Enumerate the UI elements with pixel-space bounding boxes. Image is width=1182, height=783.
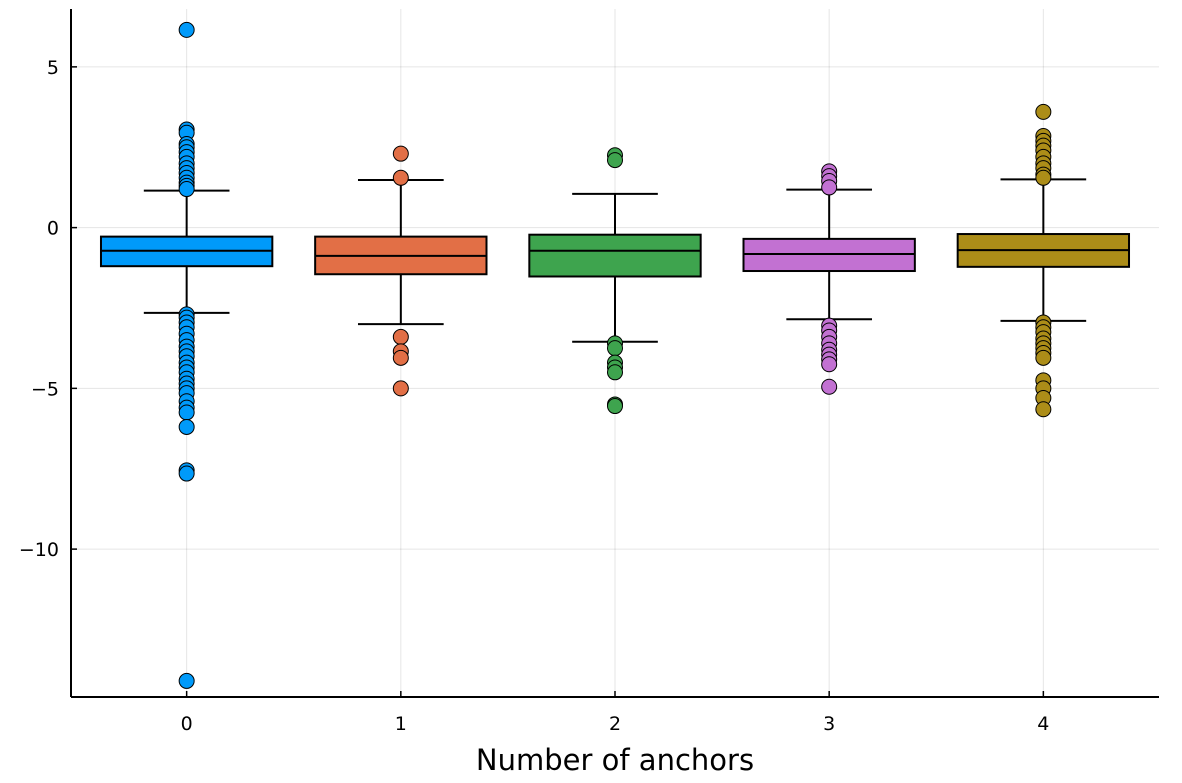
outlier-point-3-12 [821, 378, 838, 395]
outlier-point-0-32 [178, 404, 195, 421]
outlier-point-1-4 [392, 349, 409, 366]
outlier-point-2-6 [607, 364, 623, 381]
outlier-point-4-9 [1035, 169, 1052, 186]
box-group-2 [528, 192, 702, 343]
y-tick-label-0: 5 [47, 57, 59, 79]
outlier-point-1-0 [392, 145, 409, 162]
outlier-point-4-17 [1035, 349, 1052, 366]
outlier-points [178, 21, 1052, 689]
tick-labels: 0 1 2 3 4 5 0 −5 −10 [19, 57, 1050, 735]
y-tick-label-3: −10 [19, 539, 59, 561]
outlier-point-2-3 [607, 340, 623, 357]
x-tick-label-4: 4 [1037, 713, 1049, 735]
y-tick-label-1: 0 [47, 218, 59, 240]
box-group-3 [742, 188, 916, 321]
outlier-point-0-33 [178, 418, 195, 435]
outlier-point-1-5 [392, 380, 409, 397]
box-group-1 [314, 179, 488, 326]
box-plot-series [99, 178, 1131, 343]
x-axis-title: Number of anchors [476, 743, 754, 777]
x-tick-label-3: 3 [823, 713, 835, 735]
outlier-point-0-36 [178, 672, 195, 689]
outlier-point-4-0 [1035, 103, 1052, 120]
outlier-point-1-1 [392, 169, 409, 186]
y-tick-label-2: −5 [31, 378, 59, 400]
outlier-point-0-35 [178, 465, 195, 482]
outlier-point-3-3 [821, 179, 838, 196]
x-tick-label-2: 2 [609, 713, 621, 735]
outlier-point-0-0 [178, 21, 195, 38]
outlier-point-0-13 [178, 181, 195, 198]
x-tick-label-0: 0 [181, 713, 193, 735]
box-group-4 [956, 178, 1131, 322]
box-group-0 [99, 189, 274, 314]
x-tick-label-1: 1 [395, 713, 407, 735]
outlier-point-1-2 [392, 328, 409, 345]
outlier-point-3-11 [821, 356, 838, 373]
outlier-point-2-1 [607, 152, 623, 169]
outlier-point-2-8 [607, 398, 623, 415]
iqr-box-2 [528, 233, 702, 278]
outlier-point-4-21 [1035, 401, 1052, 418]
